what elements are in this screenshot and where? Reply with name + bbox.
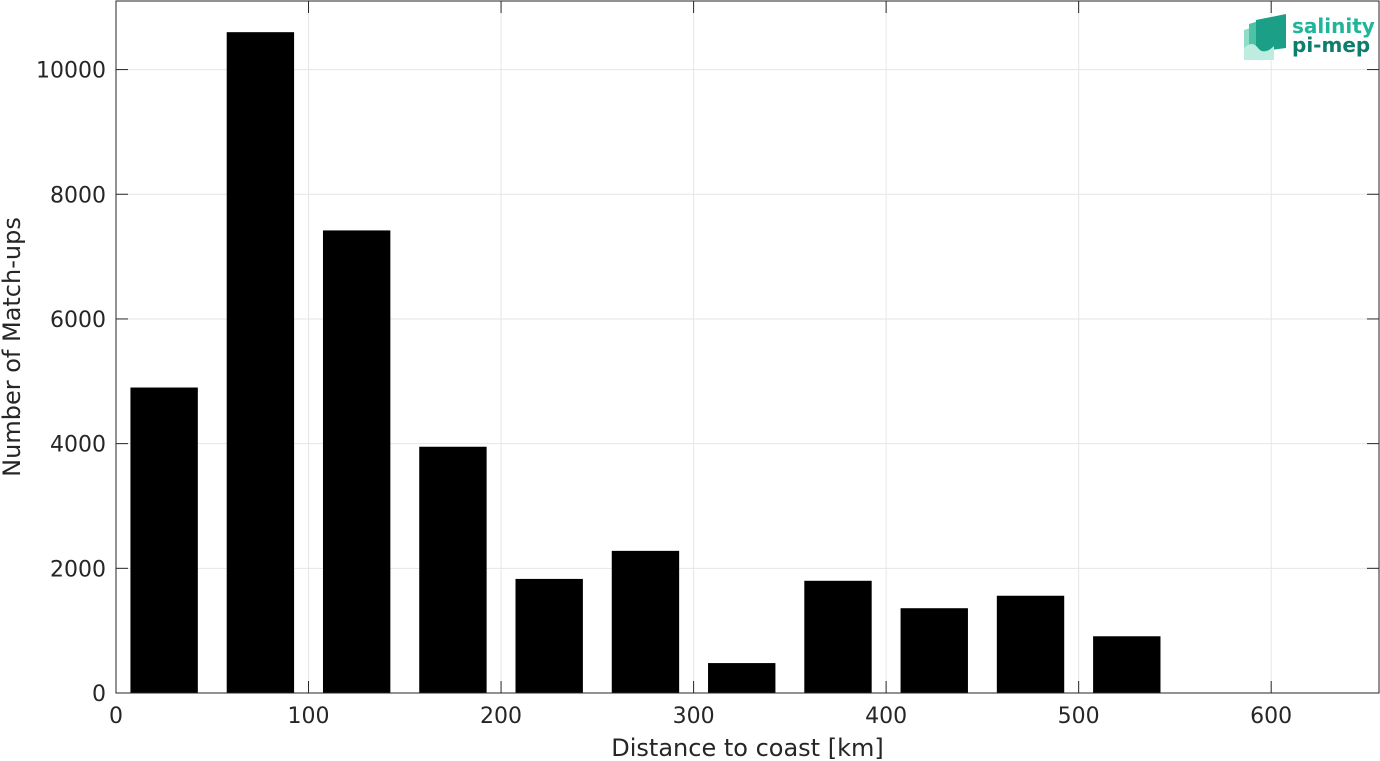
x-tick-label: 0 [109, 704, 123, 729]
bars [130, 32, 1161, 694]
tick-marks [115, 1, 1379, 694]
bar [322, 230, 391, 694]
x-tick-label: 300 [673, 704, 715, 729]
bar [226, 32, 295, 694]
bar [515, 578, 583, 693]
bar [708, 663, 776, 693]
y-tick-labels: 0 2000 4000 6000 8000 10000 [36, 59, 106, 707]
bar [996, 595, 1065, 693]
bar [900, 608, 968, 693]
wave-logo-icon [1244, 14, 1286, 60]
x-tick-label: 400 [865, 704, 907, 729]
y-tick-label: 0 [92, 682, 106, 707]
y-axis-label: Number of Match-ups [0, 217, 26, 477]
y-tick-label: 4000 [50, 433, 106, 458]
x-tick-label: 100 [288, 704, 330, 729]
x-tick-label: 200 [480, 704, 522, 729]
bar [419, 446, 487, 693]
plot-frame [115, 0, 1380, 694]
y-tick-label: 8000 [50, 183, 106, 208]
logo-text-pi-mep: pi-mep [1292, 33, 1370, 57]
x-tick-labels: 0 100 200 300 400 500 600 [109, 704, 1292, 729]
logo-text-salinity: salinity [1292, 14, 1375, 38]
y-tick-label: 6000 [50, 308, 106, 333]
bar [1093, 636, 1161, 693]
bar [611, 550, 680, 693]
grid-lines [115, 1, 1379, 694]
y-tick-label: 2000 [50, 557, 106, 582]
bar [804, 580, 872, 693]
x-tick-label: 600 [1250, 704, 1292, 729]
bar [130, 387, 198, 693]
salinity-pi-mep-logo: salinity pi-mep [1244, 14, 1375, 60]
x-tick-label: 500 [1058, 704, 1100, 729]
y-tick-label: 10000 [36, 59, 106, 84]
x-axis-label: Distance to coast [km] [611, 734, 883, 761]
